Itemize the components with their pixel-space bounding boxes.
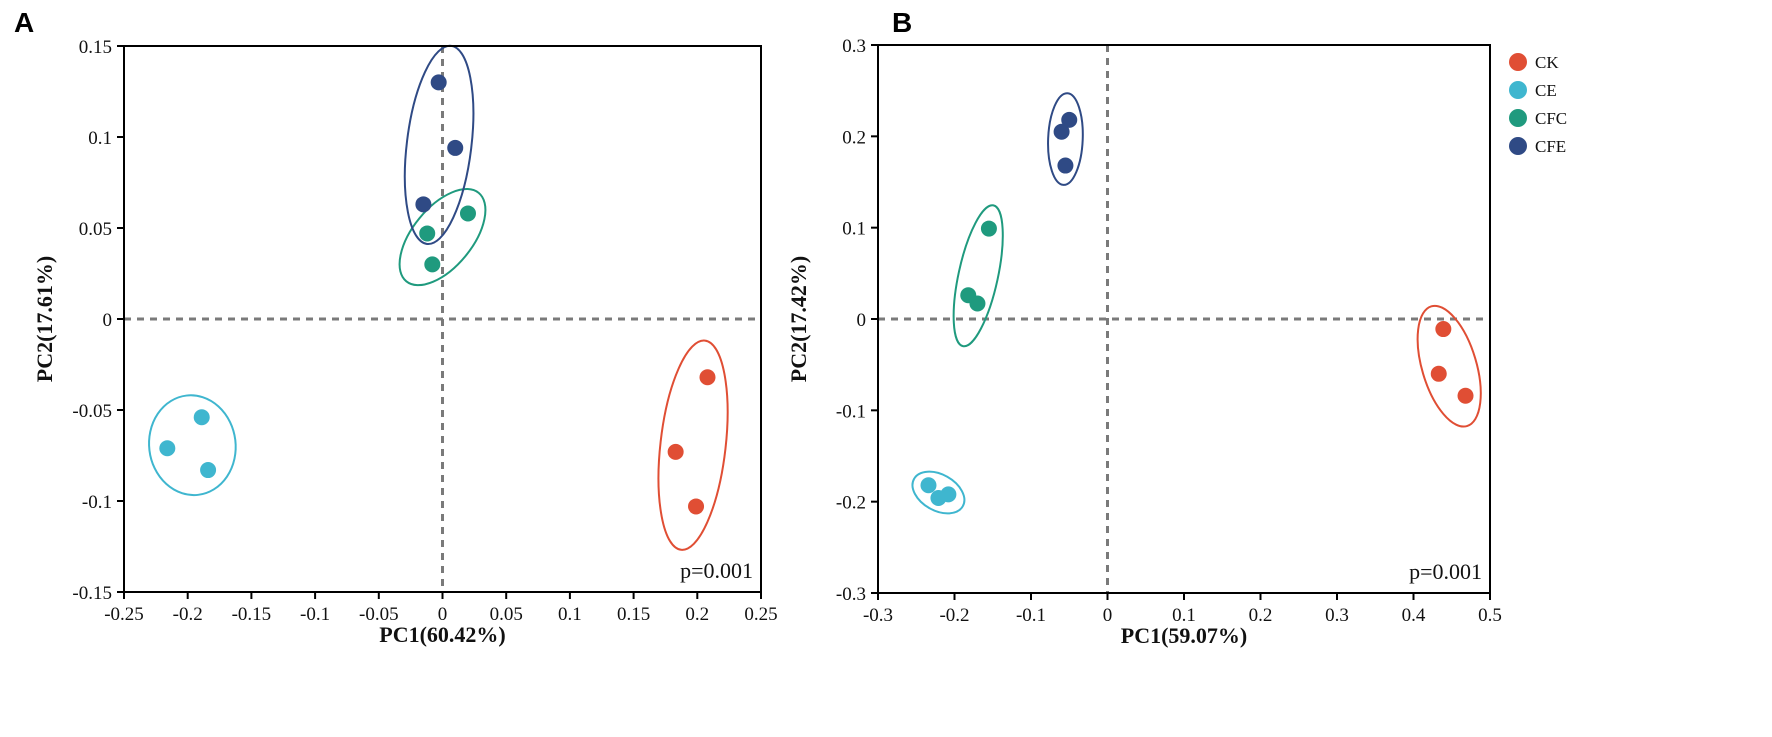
panel-b-ellipses (911, 92, 1482, 515)
panel-b-ck-point (1435, 321, 1452, 338)
panel-b-cfe-point (1061, 111, 1078, 128)
panel-a-letter: A (14, 7, 34, 38)
panel-a-x-tick-label: 0.25 (744, 604, 777, 625)
panel-b-ce-ellipse (911, 470, 966, 515)
panel-a-ce-ellipse (148, 394, 237, 497)
panel-b-x-tick-label: 0.1 (1172, 605, 1196, 626)
panel-a-y-tick-label: -0.1 (82, 492, 112, 513)
panel-b-y-ticks: -0.3 -0.2 -0.1 0 0.1 0.2 0.3 (836, 36, 878, 605)
panel-b-x-tick-label: 0.4 (1402, 605, 1426, 626)
panel-b-x-tick-label: -0.1 (1016, 605, 1046, 626)
panel-a-ck-ellipse (657, 339, 729, 551)
panel-a-x-tick-label: -0.05 (359, 604, 399, 625)
panel-b-cfc-point (969, 295, 986, 312)
panel-a-cfc-point (459, 205, 476, 222)
panel-b-x-ticks: -0.3 -0.2 -0.1 0 0.1 0.2 0.3 0.4 0.5 (863, 593, 1502, 626)
panel-a-y-tick-label: 0.05 (79, 219, 112, 240)
legend-cfc-label: CFC (1535, 109, 1567, 128)
legend-item-ce: CE (1509, 81, 1557, 100)
panel-b-ce-point (920, 477, 937, 494)
panel-b-cfc-point (980, 220, 997, 237)
panel-b-y-tick-label: 0 (857, 310, 867, 331)
panel-a-x-tick-label: -0.2 (173, 604, 203, 625)
legend-item-ck: CK (1509, 53, 1559, 72)
panel-a-y-ticks: -0.15 -0.1 -0.05 0 0.05 0.1 0.15 (72, 37, 124, 604)
panel-b-p-value: p=0.001 (1409, 559, 1482, 584)
panel-a-cfe-point (430, 74, 447, 91)
panel-b-x-tick-label: -0.3 (863, 605, 893, 626)
panel-b-ck-ellipse (1416, 304, 1482, 428)
panel-b-cfe-ellipse (1047, 92, 1084, 186)
panel-a-x-tick-label: -0.1 (300, 604, 330, 625)
panel-b-y-tick-label: -0.2 (836, 493, 866, 514)
panel-a-y-tick-label: 0.1 (88, 128, 112, 149)
legend: CK CE CFC CFE (1509, 53, 1567, 156)
legend-ce-marker (1509, 81, 1527, 99)
panel-a-x-tick-label: 0.05 (490, 604, 523, 625)
panel-b-letter: B (892, 7, 912, 38)
panel-a-ck-point (688, 498, 705, 515)
panel-b-ck-point (1457, 387, 1474, 404)
panel-a-y-tick-label: -0.15 (72, 583, 112, 604)
panel-b-x-tick-label: 0.5 (1478, 605, 1502, 626)
panel-a-cfe-point (415, 196, 432, 213)
panel-a-points (159, 74, 716, 515)
panel-a-x-axis-title: PC1(60.42%) (379, 622, 505, 647)
panel-a-y-axis-title: PC2(17.61%) (32, 256, 57, 382)
panel-b: B -0.3 -0.2 -0.1 0 0.1 0.2 0.3 0.4 0.5 -0.3-0.2-… (786, 7, 1502, 648)
panel-b-ce-point (940, 486, 957, 503)
panel-a-ellipses (148, 44, 729, 551)
panel-a-x-tick-label: 0 (438, 604, 448, 625)
panel-b-cfe-point (1057, 157, 1074, 174)
panel-b-cfc-ellipse (952, 204, 1004, 348)
panel-a-cfc-point (424, 256, 441, 273)
panel-b-x-axis-title: PC1(59.07%) (1121, 623, 1247, 648)
panel-a-ck-point (667, 443, 684, 460)
panel-b-x-tick-label: -0.2 (939, 605, 969, 626)
legend-ck-label: CK (1535, 53, 1559, 72)
panel-a-ce-point (200, 462, 217, 479)
legend-cfe-label: CFE (1535, 137, 1566, 156)
legend-ce-label: CE (1535, 81, 1557, 100)
legend-cfc-marker (1509, 109, 1527, 127)
panel-a-x-tick-label: -0.15 (232, 604, 272, 625)
panel-b-y-tick-label: 0.1 (842, 219, 866, 240)
panel-b-x-tick-label: 0.3 (1325, 605, 1349, 626)
panel-a-x-tick-label: 0.1 (558, 604, 582, 625)
panel-a-zero-lines (124, 46, 761, 592)
panel-b-y-tick-label: -0.1 (836, 401, 866, 422)
panel-b-zero-lines (878, 45, 1490, 593)
panel-a-ck-point (699, 369, 716, 386)
panel-b-x-tick-label: 0.2 (1249, 605, 1273, 626)
legend-ck-marker (1509, 53, 1527, 71)
panel-b-y-tick-label: 0.2 (842, 127, 866, 148)
panel-b-points (920, 111, 1474, 507)
panel-a-x-tick-label: -0.25 (104, 604, 144, 625)
panel-b-ck-point (1430, 365, 1447, 382)
panel-a-ce-point (193, 409, 210, 426)
panel-a-x-tick-label: 0.15 (617, 604, 650, 625)
panel-b-cfe-point (1053, 123, 1070, 140)
panel-a-y-tick-label: 0 (103, 310, 113, 331)
panel-a-ce-point (159, 440, 176, 457)
panel-b-y-tick-label: 0.3 (842, 36, 866, 57)
panel-a-cfc-point (419, 225, 436, 242)
panel-a-p-value: p=0.001 (680, 558, 753, 583)
panel-a-x-tick-label: 0.2 (685, 604, 709, 625)
panel-a-y-tick-label: -0.05 (72, 401, 112, 422)
panel-b-y-axis-title: PC2(17.42%) (786, 256, 811, 382)
legend-item-cfe: CFE (1509, 137, 1566, 156)
panel-b-y-tick-label: -0.3 (836, 584, 866, 605)
legend-item-cfc: CFC (1509, 109, 1567, 128)
panel-a: A -0.25 -0.2 -0.15 -0.1 -0.05 0 0.05 0.1 0.15 0.2… (14, 7, 778, 647)
panel-a-cfc-ellipse (398, 188, 487, 287)
panel-a-x-ticks: -0.25 -0.2 -0.15 -0.1 -0.05 0 0.05 0.1 0.15 0.2 0.… (104, 592, 778, 625)
panel-b-x-tick-label: 0 (1103, 605, 1113, 626)
panel-a-cfe-point (447, 139, 464, 156)
panel-a-y-tick-label: 0.15 (79, 37, 112, 58)
legend-cfe-marker (1509, 137, 1527, 155)
